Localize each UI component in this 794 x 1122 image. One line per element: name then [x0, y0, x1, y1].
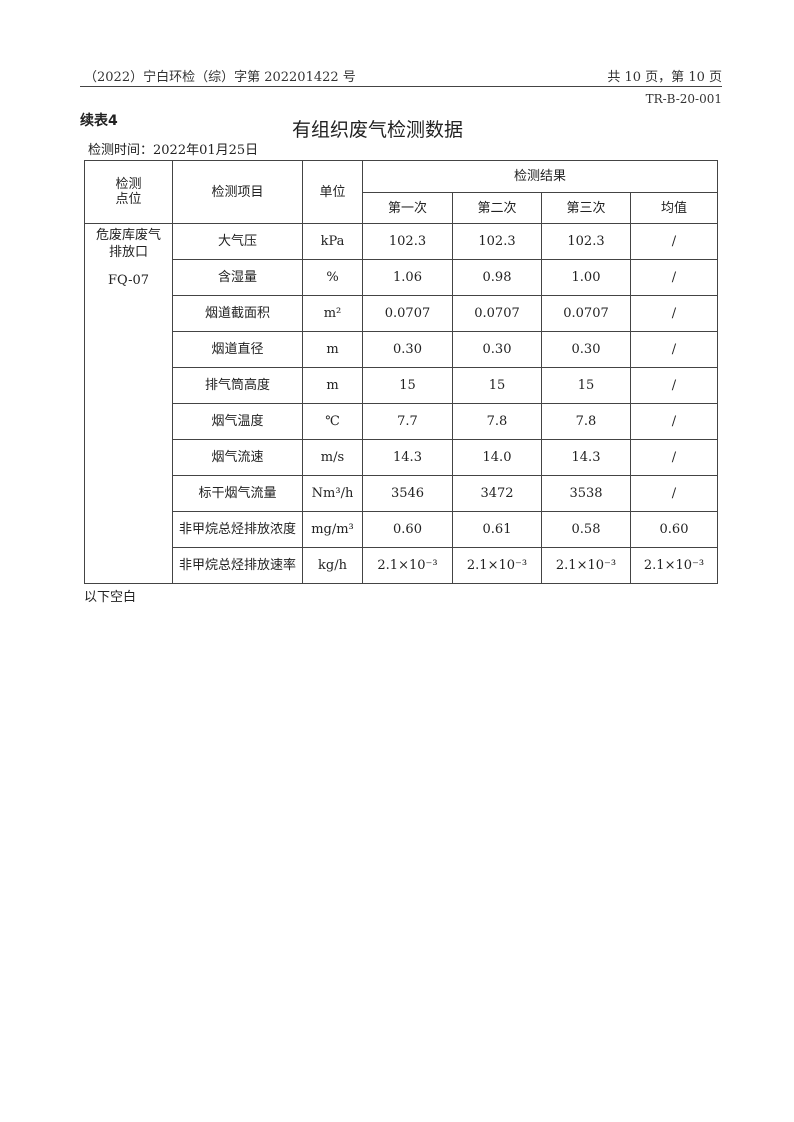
cell-v3: 15 [541, 367, 631, 404]
table-row: 烟道直径 m 0.30 0.30 0.30/ [85, 331, 718, 368]
cell-item: 烟气流速 [172, 439, 303, 476]
cell-item: 烟道截面积 [172, 295, 303, 332]
point-code: FQ-07 [107, 273, 150, 288]
cell-avg: / [630, 403, 718, 440]
cell-avg: / [630, 439, 718, 476]
cell-v3: 0.30 [541, 331, 631, 368]
cell-v1: 15 [362, 367, 453, 404]
cell-v1: 102.3 [362, 223, 453, 260]
cell-avg: / [630, 259, 718, 296]
cell-unit: ℃ [302, 403, 363, 440]
cell-v1: 0.30 [362, 331, 453, 368]
cell-v3: 0.0707 [541, 295, 631, 332]
cell-avg: / [630, 295, 718, 332]
cell-v2: 0.98 [452, 259, 542, 296]
cell-unit: m [302, 367, 363, 404]
cell-item: 排气筒高度 [172, 367, 303, 404]
table-row: 烟气温度 ℃ 7.7 7.8 7.8/ [85, 403, 718, 440]
header-results: 检测结果 [362, 160, 718, 193]
cell-item: 烟气温度 [172, 403, 303, 440]
cell-v1: 3546 [362, 475, 453, 512]
test-date: 检测时间：2022年01月25日 [88, 143, 259, 158]
cell-v3: 14.3 [541, 439, 631, 476]
cell-avg: / [630, 331, 718, 368]
cell-v3: 1.00 [541, 259, 631, 296]
cell-v3: 0.58 [541, 511, 631, 548]
cell-v1: 14.3 [362, 439, 453, 476]
table-row: 排气筒高度 m 15 15 15/ [85, 367, 718, 404]
cell-item: 大气压 [172, 223, 303, 260]
cell-v1: 1.06 [362, 259, 453, 296]
cell-unit: % [302, 259, 363, 296]
cell-avg: / [630, 367, 718, 404]
cell-avg: 2.1×10⁻³ [630, 547, 718, 584]
footer-note: 以下空白 [84, 590, 137, 605]
cell-item: 烟道直径 [172, 331, 303, 368]
table-row: 含湿量% 1.06 0.98 1.00/ [85, 259, 718, 296]
cell-unit: m/s [302, 439, 363, 476]
data-table: 检测 点位 检测项目 单位 检测结果 第一次 第二次 第三次 均值 危废库废气排… [84, 160, 718, 584]
cell-avg: / [630, 223, 718, 260]
header-item: 检测项目 [172, 160, 303, 224]
cell-unit: Nm³/h [302, 475, 363, 512]
header-rule [80, 86, 722, 87]
cell-v2: 14.0 [452, 439, 542, 476]
cell-avg: / [630, 475, 718, 512]
cell-v3: 7.8 [541, 403, 631, 440]
page-info: 共 10 页，第 10 页 [607, 70, 722, 85]
header-avg: 均值 [630, 192, 718, 224]
cell-v2: 15 [452, 367, 542, 404]
cell-v2: 7.8 [452, 403, 542, 440]
header-unit: 单位 [302, 160, 363, 224]
header-point: 检测 点位 [84, 160, 173, 224]
table-row: 标干烟气流量 Nm³/h 3546 3472 3538/ [85, 475, 718, 512]
cell-unit: mg/m³ [302, 511, 363, 548]
cell-unit: m [302, 331, 363, 368]
cell-v3: 102.3 [541, 223, 631, 260]
table-row: 危废库废气排放口 FQ-07 大气压 kPa 102.3 102.3 102.3/ [84, 223, 718, 584]
cell-v1: 7.7 [362, 403, 453, 440]
cell-unit: kPa [302, 223, 363, 260]
point-name: 危废库废气排放口 [95, 228, 161, 260]
cell-v2: 0.0707 [452, 295, 542, 332]
point-cell: 危废库废气排放口 FQ-07 [84, 223, 173, 584]
cell-item: 非甲烷总烃排放浓度 [172, 511, 303, 548]
cell-v2: 0.61 [452, 511, 542, 548]
table-row: 烟道截面积 m² 0.0707 0.0707 0.0707/ [85, 295, 718, 332]
cell-v1: 0.0707 [362, 295, 453, 332]
cell-item: 非甲烷总烃排放速率 [172, 547, 303, 584]
cell-v2: 102.3 [452, 223, 542, 260]
header-third: 第三次 [541, 192, 631, 224]
cell-v2: 3472 [452, 475, 542, 512]
table-row: 非甲烷总烃排放浓度 mg/m³ 0.60 0.61 0.58 0.60 [85, 511, 718, 548]
header-first: 第一次 [362, 192, 453, 224]
page-title: 有组织废气检测数据 [292, 119, 464, 141]
cell-avg: 0.60 [630, 511, 718, 548]
form-code: TR-B-20-001 [645, 92, 722, 106]
cell-v2: 2.1×10⁻³ [452, 547, 542, 584]
table-label: 续表4 [80, 113, 118, 129]
cell-v1: 0.60 [362, 511, 453, 548]
cell-item: 标干烟气流量 [172, 475, 303, 512]
document-number: （2022）宁白环检（综）字第 202201422 号 [84, 70, 356, 85]
table-row: 非甲烷总烃排放速率 kg/h 2.1×10⁻³ 2.1×10⁻³ 2.1×10⁻³ 2.1… [85, 547, 718, 584]
cell-v2: 0.30 [452, 331, 542, 368]
cell-unit: kg/h [302, 547, 363, 584]
header-second: 第二次 [452, 192, 542, 224]
cell-v1: 2.1×10⁻³ [362, 547, 453, 584]
cell-unit: m² [302, 295, 363, 332]
cell-v3: 2.1×10⁻³ [541, 547, 631, 584]
cell-v3: 3538 [541, 475, 631, 512]
table-row: 烟气流速 m/s 14.3 14.0 14.3/ [85, 439, 718, 476]
cell-item: 含湿量 [172, 259, 303, 296]
